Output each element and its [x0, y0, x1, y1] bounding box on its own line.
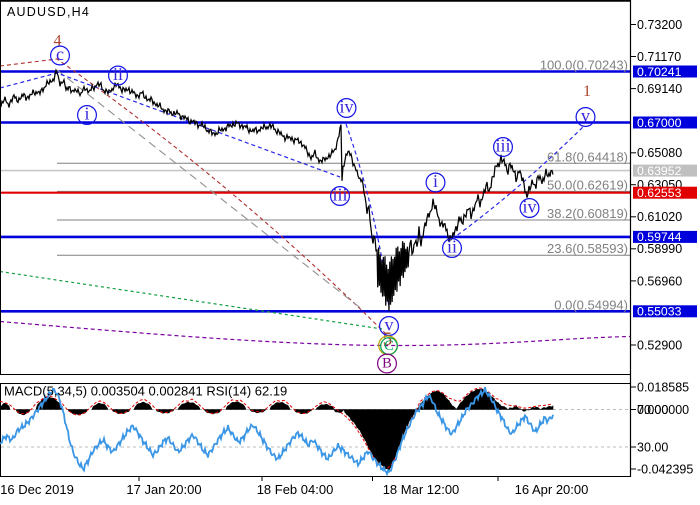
svg-text:5: 5 [383, 329, 393, 350]
svg-text:0.73200: 0.73200 [637, 18, 682, 32]
svg-text:0.58990: 0.58990 [637, 242, 682, 256]
svg-text:18 Mar 12:00: 18 Mar 12:00 [383, 482, 460, 497]
svg-text:0.69140: 0.69140 [637, 82, 682, 96]
svg-text:100.0(0.70243): 100.0(0.70243) [540, 58, 628, 73]
svg-text:0.61020: 0.61020 [637, 210, 682, 224]
svg-text:30.00: 30.00 [637, 440, 668, 454]
svg-text:v: v [385, 315, 394, 335]
svg-text:61.8(0.64418): 61.8(0.64418) [547, 149, 628, 164]
svg-text:0.65080: 0.65080 [637, 146, 682, 160]
svg-text:50.0(0.62619): 50.0(0.62619) [547, 177, 628, 192]
svg-text:23.6(0.58593): 23.6(0.58593) [547, 241, 628, 256]
svg-text:0.52900: 0.52900 [637, 338, 682, 352]
svg-text:38.2(0.60819): 38.2(0.60819) [547, 206, 628, 221]
svg-text:0.0(0.54994): 0.0(0.54994) [554, 297, 628, 312]
svg-text:0.70241: 0.70241 [637, 65, 682, 79]
svg-text:0.56960: 0.56960 [637, 274, 682, 288]
svg-text:70.00: 70.00 [637, 403, 668, 417]
svg-text:16 Dec 2019: 16 Dec 2019 [0, 482, 74, 497]
svg-text:i: i [84, 104, 89, 124]
svg-text:MACD(5,34,5) 0.003504 0.002841: MACD(5,34,5) 0.003504 0.002841 RSI(14) 6… [4, 384, 287, 399]
svg-text:18 Feb 04:00: 18 Feb 04:00 [257, 482, 334, 497]
svg-text:0.71170: 0.71170 [637, 50, 681, 64]
svg-text:0.59744: 0.59744 [637, 230, 682, 244]
svg-text:-0.042395: -0.042395 [637, 462, 693, 476]
svg-text:ii: ii [113, 64, 123, 84]
svg-text:v: v [581, 106, 590, 126]
svg-text:1: 1 [583, 83, 591, 100]
svg-text:0.018585: 0.018585 [637, 380, 689, 394]
svg-text:ii: ii [447, 237, 457, 257]
svg-text:16 Apr 20:00: 16 Apr 20:00 [515, 482, 589, 497]
svg-text:0.55033: 0.55033 [637, 305, 682, 319]
svg-text:i: i [433, 171, 438, 191]
svg-text:iv: iv [522, 197, 536, 217]
svg-text:c: c [56, 44, 64, 64]
svg-text:iv: iv [339, 97, 353, 117]
svg-text:C: C [384, 338, 394, 354]
svg-text:0.62553: 0.62553 [637, 186, 682, 200]
svg-text:0.63952: 0.63952 [637, 164, 682, 178]
svg-text:iii: iii [332, 185, 347, 205]
svg-text:iii: iii [495, 136, 510, 156]
svg-text:B: B [382, 355, 392, 371]
svg-text:0.000000: 0.000000 [637, 403, 689, 417]
svg-text:AUDUSD,H4: AUDUSD,H4 [7, 5, 90, 19]
svg-text:4: 4 [54, 33, 62, 50]
svg-text:17 Jan 20:00: 17 Jan 20:00 [126, 482, 201, 497]
svg-text:0.67000: 0.67000 [637, 116, 682, 130]
